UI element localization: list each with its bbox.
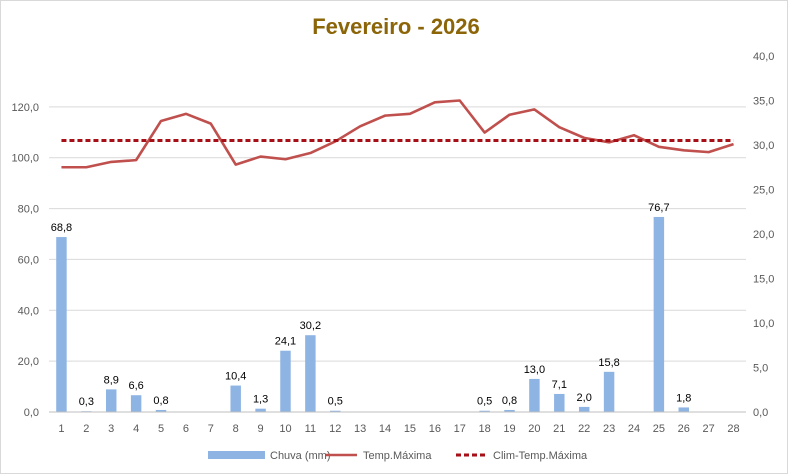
bar-data-label: 7,1 <box>552 379 567 391</box>
axes: 0,020,040,060,080,0100,0120,00,05,010,01… <box>11 51 774 435</box>
rain-bar <box>280 350 291 412</box>
y-right-tick-label: 30,0 <box>753 140 774 152</box>
x-tick-label: 8 <box>233 423 239 435</box>
rain-bar <box>56 237 67 412</box>
y-left-tick-label: 20,0 <box>18 356 39 368</box>
y-left-tick-label: 40,0 <box>18 305 39 317</box>
x-tick-label: 7 <box>208 423 214 435</box>
x-tick-label: 24 <box>628 423 640 435</box>
x-tick-label: 20 <box>528 423 540 435</box>
bar-data-label: 15,8 <box>598 357 619 369</box>
bar-data-label: 76,7 <box>648 202 669 214</box>
bar-data-labels: 68,8 0,3 8,9 6,6 0,8 10,4 1,3 24,1 30,2 0,5 0,5 0,8… <box>51 202 692 408</box>
x-tick-label: 5 <box>158 423 164 435</box>
bar-data-label: 30,2 <box>300 320 321 332</box>
y-left-tick-label: 100,0 <box>11 153 39 165</box>
rain-bar <box>653 216 665 412</box>
rain-bar <box>255 408 266 412</box>
rain-bar <box>554 393 565 412</box>
rain-bar <box>330 410 341 412</box>
bar-data-label: 0,8 <box>153 395 168 407</box>
x-tick-label: 3 <box>108 423 114 435</box>
x-tick-label: 22 <box>578 423 590 435</box>
x-tick-label: 26 <box>678 423 690 435</box>
rain-bars <box>56 216 689 412</box>
x-tick-label: 27 <box>703 423 715 435</box>
rain-bar <box>504 409 515 412</box>
x-tick-label: 16 <box>429 423 441 435</box>
y-right-tick-label: 25,0 <box>753 185 774 197</box>
y-right-tick-label: 5,0 <box>753 363 768 375</box>
x-tick-label: 6 <box>183 423 189 435</box>
bar-data-label: 13,0 <box>524 364 545 376</box>
y-right-tick-label: 20,0 <box>753 229 774 241</box>
x-tick-label: 14 <box>379 423 391 435</box>
bar-data-label: 1,3 <box>253 394 268 406</box>
rain-bar <box>479 410 490 412</box>
y-left-tick-label: 0,0 <box>24 407 39 419</box>
x-tick-label: 28 <box>727 423 739 435</box>
y-right-tick-label: 10,0 <box>753 318 774 330</box>
x-tick-label: 11 <box>305 423 316 435</box>
bar-data-label: 10,4 <box>225 371 246 383</box>
legend-label-clim: Clim-Temp.Máxima <box>493 450 588 462</box>
rain-bar <box>678 407 689 412</box>
y-right-tick-label: 0,0 <box>753 407 768 419</box>
x-tick-label: 19 <box>503 423 515 435</box>
rain-bar <box>230 385 241 412</box>
y-left-tick-label: 120,0 <box>11 102 39 114</box>
rain-bar <box>155 409 167 412</box>
x-tick-label: 9 <box>258 423 264 435</box>
x-tick-label: 13 <box>354 423 366 435</box>
bar-data-label: 68,8 <box>51 222 72 234</box>
x-tick-label: 18 <box>479 423 491 435</box>
y-right-tick-label: 15,0 <box>753 274 774 286</box>
x-tick-label: 17 <box>454 423 466 435</box>
legend-label-rain: Chuva (mm) <box>270 450 331 462</box>
rain-bar <box>130 395 142 412</box>
x-tick-label: 10 <box>279 423 291 435</box>
bar-data-label: 0,8 <box>502 395 517 407</box>
temp-max-line <box>61 99 734 169</box>
bar-data-label: 0,5 <box>328 396 343 408</box>
legend: Chuva (mm) Temp.Máxima Clim-Temp.Máxima <box>208 450 588 462</box>
x-tick-label: 2 <box>83 423 89 435</box>
x-tick-label: 23 <box>603 423 615 435</box>
x-tick-label: 4 <box>133 423 139 435</box>
x-tick-label: 25 <box>653 423 665 435</box>
rain-bar <box>305 335 316 412</box>
legend-label-temp: Temp.Máxima <box>363 450 432 462</box>
y-left-tick-label: 60,0 <box>18 254 39 266</box>
bar-data-label: 0,3 <box>79 396 94 408</box>
y-left-tick-label: 80,0 <box>18 204 39 216</box>
bar-data-label: 0,5 <box>477 396 492 408</box>
bar-data-label: 6,6 <box>128 380 143 392</box>
bar-data-label: 8,9 <box>104 374 119 386</box>
rain-bar <box>578 406 590 412</box>
bar-data-label: 2,0 <box>577 392 592 404</box>
y-right-tick-label: 35,0 <box>753 96 774 108</box>
rain-bar <box>106 389 117 412</box>
x-tick-label: 12 <box>329 423 341 435</box>
gridlines <box>49 106 746 413</box>
chart-title: Fevereiro - 2026 <box>312 14 480 39</box>
x-tick-label: 21 <box>553 423 565 435</box>
x-tick-label: 15 <box>404 423 416 435</box>
temperature-lines <box>61 99 734 169</box>
y-right-tick-label: 40,0 <box>753 51 774 63</box>
rain-bar <box>529 378 540 412</box>
bar-data-label: 1,8 <box>676 392 691 404</box>
legend-swatch-rain <box>208 451 265 459</box>
x-tick-label: 1 <box>58 423 64 435</box>
rain-bar <box>603 371 615 412</box>
bar-data-label: 24,1 <box>275 336 296 348</box>
